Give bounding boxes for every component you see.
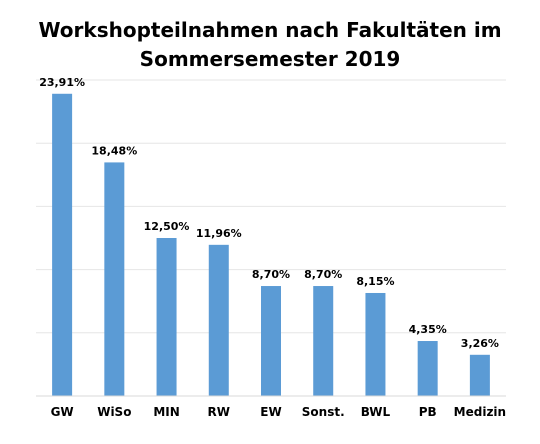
x-tick-label: MIN bbox=[153, 405, 179, 419]
bar bbox=[208, 244, 229, 396]
chart-title-line-2: Sommersemester 2019 bbox=[139, 47, 401, 71]
x-tick-label: EW bbox=[260, 405, 281, 419]
data-label: 12,50% bbox=[144, 220, 190, 233]
chart-title-line-1: Workshopteilnahmen nach Fakultäten im bbox=[38, 18, 502, 42]
bar bbox=[469, 354, 490, 396]
bar bbox=[417, 341, 438, 396]
data-label: 8,15% bbox=[356, 275, 394, 288]
x-tick-label: PB bbox=[419, 405, 437, 419]
x-tick-label: Medizin bbox=[454, 405, 506, 419]
data-label: 4,35% bbox=[409, 323, 447, 336]
bar bbox=[52, 93, 73, 397]
data-label: 18,48% bbox=[91, 144, 137, 157]
x-tick-label: BWL bbox=[361, 405, 391, 419]
x-tick-label: Sonst. bbox=[302, 405, 345, 419]
x-tick-label: GW bbox=[51, 405, 74, 419]
bar bbox=[313, 286, 334, 396]
data-label: 8,70% bbox=[252, 268, 290, 281]
data-label: 11,96% bbox=[196, 227, 242, 240]
bar bbox=[365, 292, 386, 396]
bar bbox=[261, 286, 281, 396]
data-label: 8,70% bbox=[304, 268, 342, 281]
x-tick-label: WiSo bbox=[97, 405, 131, 419]
data-label: 3,26% bbox=[461, 337, 499, 350]
bar bbox=[104, 162, 125, 396]
bar bbox=[156, 238, 177, 396]
x-tick-label: RW bbox=[208, 405, 230, 419]
data-label: 23,91% bbox=[39, 76, 85, 89]
